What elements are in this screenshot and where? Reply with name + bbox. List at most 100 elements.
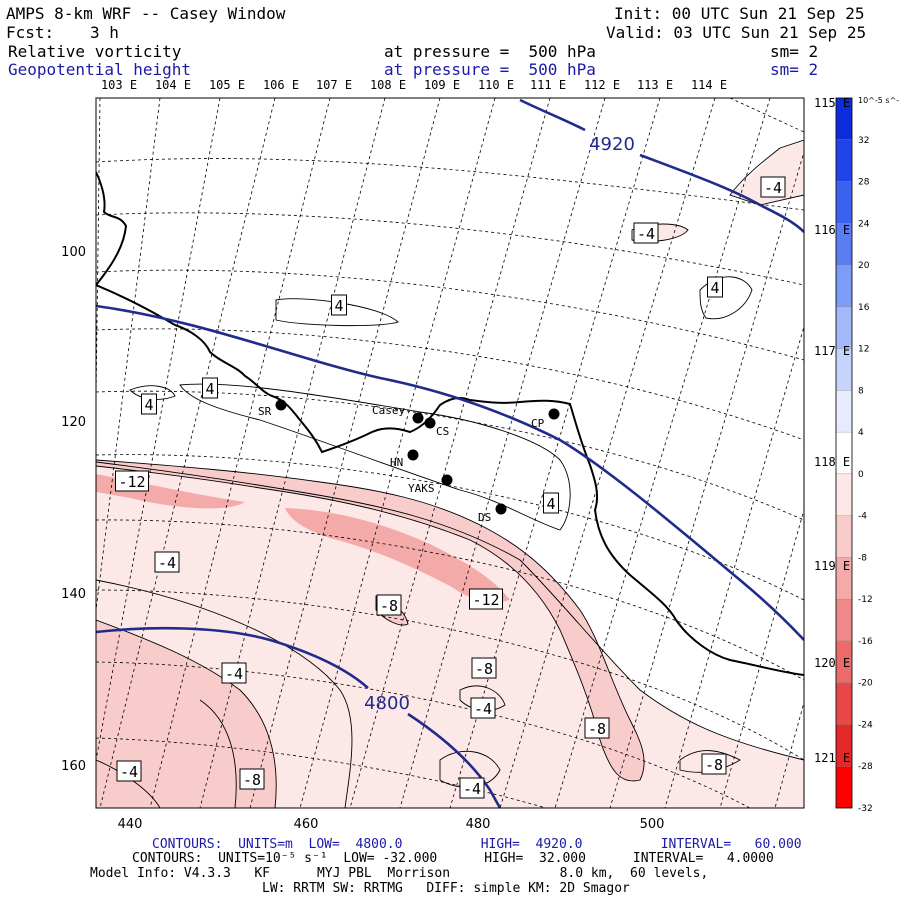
- longitude-label-right: 119 E: [814, 559, 850, 573]
- footer-height-contours: CONTOURS: UNITS=m LOW= 4800.0 HIGH= 4920…: [152, 837, 802, 852]
- colorbar-swatch: [835, 139, 853, 182]
- longitude-label-top: 107 E: [316, 78, 352, 92]
- vorticity-label: -8: [475, 660, 493, 678]
- longitude-label-right: 121 E: [814, 751, 850, 765]
- colorbar-label: -12: [858, 595, 873, 605]
- vorticity-label: 4: [205, 380, 214, 398]
- colorbar-label: 16: [858, 303, 870, 313]
- field2-name: Geopotential height: [8, 60, 192, 79]
- vorticity-label: -8: [243, 771, 261, 789]
- vorticity-label: -4: [225, 665, 243, 683]
- station-label-ds: DS: [478, 511, 491, 524]
- vorticity-label: -12: [118, 473, 145, 491]
- vorticity-label: 4: [334, 297, 343, 315]
- station-marker-ds: [495, 503, 507, 515]
- colorbar-unit: 10^-5 s^-1: [858, 96, 900, 105]
- station-markers: SR Casey CS CP HN YAKS DS: [258, 399, 560, 524]
- vorticity-label-box: [584, 717, 610, 739]
- colorbar-label: -28: [858, 762, 873, 772]
- forecast-value: 3 h: [90, 23, 119, 42]
- longitude-label-top: 104 E: [155, 78, 191, 92]
- longitude-label-top: 108 E: [370, 78, 406, 92]
- colorbar-label: -32: [858, 804, 873, 814]
- station-marker-cs: [424, 417, 436, 429]
- colorbar-swatch: [835, 682, 853, 725]
- app-title: AMPS 8-km WRF -- Casey Window: [6, 4, 286, 23]
- vorticity-label-box: [543, 492, 559, 514]
- vorticity-label-box: [202, 377, 218, 399]
- x-tick-label: 480: [466, 817, 491, 832]
- colorbar-label: 20: [858, 261, 870, 271]
- colorbar-label: 0: [858, 470, 864, 480]
- vorticity-label: -4: [158, 554, 176, 572]
- vorticity-label: 4: [710, 279, 719, 297]
- vorticity-label: -4: [637, 225, 655, 243]
- station-marker-casey: [412, 412, 424, 424]
- coastline: [96, 171, 804, 676]
- colorbar: 32 28 24 20 16 12 8 4 0 -4 -8 -12 -16 -20 -24 -28 -32 10^…: [835, 96, 900, 814]
- vorticity-label-box: [376, 594, 402, 616]
- longitude-label-top: 105 E: [209, 78, 245, 92]
- longitude-label-top: 106 E: [263, 78, 299, 92]
- vorticity-label-box: [239, 768, 265, 790]
- colorbar-swatch: [835, 766, 853, 809]
- longitude-label-top: 109 E: [424, 78, 460, 92]
- vorticity-label-box: [701, 753, 727, 775]
- vorticity-label: -12: [472, 591, 499, 609]
- colorbar-swatch: [835, 181, 853, 224]
- x-tick-label: 460: [294, 817, 319, 832]
- y-tick-label: 100: [61, 245, 86, 260]
- vorticity-label-box: [115, 470, 149, 492]
- colorbar-label: -20: [858, 679, 873, 689]
- forecast-label: Fcst:: [6, 23, 55, 42]
- station-marker-cp: [548, 408, 560, 420]
- field1-name: Relative vorticity: [8, 42, 182, 61]
- height-label: 4800: [364, 693, 410, 714]
- colorbar-label: 24: [858, 219, 870, 229]
- y-tick-label: 160: [61, 759, 86, 774]
- init-time: Init: 00 UTC Sun 21 Sep 25: [614, 4, 865, 23]
- colorbar-label: 12: [858, 345, 869, 355]
- vorticity-label: 4: [144, 396, 153, 414]
- vorticity-label: -4: [120, 763, 138, 781]
- colorbar-label: -16: [858, 637, 873, 647]
- station-marker-hn: [407, 449, 419, 461]
- map-plot-area: [96, 98, 804, 808]
- y-tick-label: 140: [61, 587, 86, 602]
- vorticity-shading: [96, 140, 804, 808]
- station-label-sr: SR: [258, 405, 272, 418]
- colorbar-label: 28: [858, 178, 870, 188]
- vorticity-label-box: [116, 760, 142, 782]
- footer-model-info: Model Info: V4.3.3 KF MYJ PBL Morrison 8…: [90, 866, 709, 881]
- height-labels: 4920 4800: [364, 134, 635, 714]
- station-marker-sr: [275, 399, 287, 411]
- valid-time: Valid: 03 UTC Sun 21 Sep 25: [606, 23, 867, 42]
- colorbar-label: -8: [858, 553, 867, 563]
- vorticity-label-box: [331, 294, 347, 316]
- colorbar-swatch: [835, 390, 853, 433]
- vorticity-label-box: [760, 176, 786, 198]
- vorticity-label-box: [221, 662, 247, 684]
- vorticity-labels: -4 -4 4 4 4 4 4 -12 -4 -8 -12 -4 -8 -4 -8 -4 -8 -8 -4: [115, 176, 786, 799]
- colorbar-swatch: [835, 599, 853, 642]
- x-tick-label: 500: [640, 817, 665, 832]
- longitude-label-top: 103 E: [101, 78, 137, 92]
- footer-physics-info: LW: RRTM SW: RRTMG DIFF: simple KM: 2D S…: [262, 881, 630, 896]
- vorticity-label: -8: [705, 756, 723, 774]
- vorticity-label-box: [154, 551, 180, 573]
- longitude-label-top: 110 E: [478, 78, 514, 92]
- vorticity-label: -4: [764, 179, 782, 197]
- vorticity-label: -8: [588, 720, 606, 738]
- longitude-label-top: 114 E: [691, 78, 727, 92]
- station-label-cs: CS: [436, 425, 449, 438]
- station-label-casey: Casey: [372, 404, 405, 417]
- station-marker-yaks: [441, 474, 453, 486]
- colorbar-label: -24: [858, 720, 873, 730]
- vorticity-label: -4: [474, 700, 492, 718]
- colorbar-frame: [835, 97, 853, 809]
- vorticity-label: -4: [463, 780, 481, 798]
- longitude-label-top: 112 E: [584, 78, 620, 92]
- field1-smoothing: sm= 2: [770, 42, 819, 61]
- colorbar-label: 32: [858, 136, 869, 146]
- vorticity-label: 4: [546, 495, 555, 513]
